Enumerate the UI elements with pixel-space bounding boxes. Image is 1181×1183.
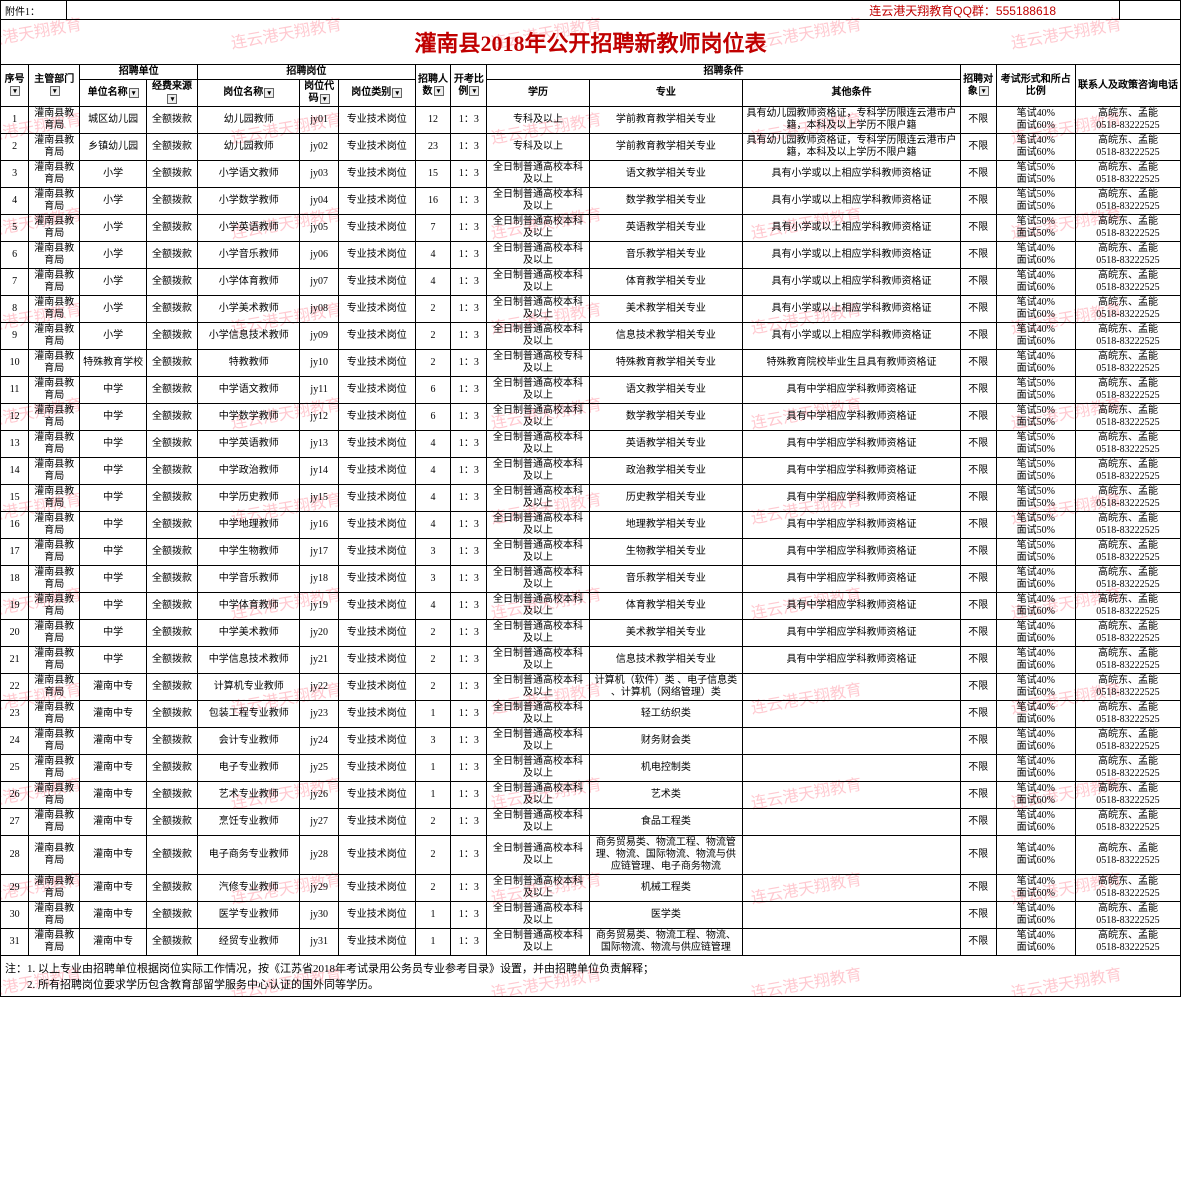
- table-row: 28灌南县教育局灌南中专全额拨款电子商务专业教师jy28专业技术岗位21：3全日…: [1, 836, 1181, 875]
- recruitment-table: 序号▾ 主管部门▾ 招聘单位 招聘岗位 招聘人数▾ 开考比例▾ 招聘条件 招聘对…: [0, 64, 1181, 956]
- attachment-label: 附件1：: [1, 1, 67, 19]
- table-row: 30灌南县教育局灌南中专全额拨款医学专业教师jy30专业技术岗位11：3全日制普…: [1, 902, 1181, 929]
- hdr-unit-group: 招聘单位: [80, 65, 198, 80]
- filter-icon[interactable]: ▾: [434, 86, 444, 96]
- table-row: 15灌南县教育局中学全额拨款中学历史教师jy15专业技术岗位41：3全日制普通高…: [1, 485, 1181, 512]
- table-row: 21灌南县教育局中学全额拨款中学信息技术教师jy21专业技术岗位21：3全日制普…: [1, 647, 1181, 674]
- hdr-edu: 学历: [487, 80, 589, 107]
- table-row: 16灌南县教育局中学全额拨款中学地理教师jy16专业技术岗位41：3全日制普通高…: [1, 512, 1181, 539]
- filter-icon[interactable]: ▾: [129, 88, 139, 98]
- filter-icon[interactable]: ▾: [264, 88, 274, 98]
- footnote: 注：1. 以上专业由招聘单位根据岗位实际工作情况，按《江苏省2018年考试录用公…: [0, 956, 1181, 997]
- table-row: 19灌南县教育局中学全额拨款中学体育教师jy19专业技术岗位41：3全日制普通高…: [1, 593, 1181, 620]
- filter-icon[interactable]: ▾: [979, 86, 989, 96]
- filter-icon[interactable]: ▾: [392, 88, 402, 98]
- filter-icon[interactable]: ▾: [320, 94, 330, 104]
- table-row: 17灌南县教育局中学全额拨款中学生物教师jy17专业技术岗位31：3全日制普通高…: [1, 539, 1181, 566]
- table-row: 1灌南县教育局城区幼儿园全额拨款幼儿园教师jy01专业技术岗位121：3专科及以…: [1, 107, 1181, 134]
- hdr-post-group: 招聘岗位: [198, 65, 416, 80]
- table-row: 25灌南县教育局灌南中专全额拨款电子专业教师jy25专业技术岗位11：3全日制普…: [1, 755, 1181, 782]
- hdr-major: 专业: [589, 80, 743, 107]
- table-row: 2灌南县教育局乡镇幼儿园全额拨款幼儿园教师jy02专业技术岗位231：3专科及以…: [1, 134, 1181, 161]
- table-row: 5灌南县教育局小学全额拨款小学英语教师jy05专业技术岗位71：3全日制普通高校…: [1, 215, 1181, 242]
- hdr-dept: 主管部门: [34, 74, 74, 85]
- table-row: 3灌南县教育局小学全额拨款小学语文教师jy03专业技术岗位151：3全日制普通高…: [1, 161, 1181, 188]
- qq-text: 连云港天翔教育QQ群：555188618: [869, 2, 1056, 19]
- table-row: 9灌南县教育局小学全额拨款小学信息技术教师jy09专业技术岗位21：3全日制普通…: [1, 323, 1181, 350]
- hdr-seq: 序号: [5, 74, 25, 85]
- table-row: 29灌南县教育局灌南中专全额拨款汽修专业教师jy29专业技术岗位21：3全日制普…: [1, 875, 1181, 902]
- hdr-fund: 经费来源: [152, 81, 192, 92]
- hdr-cond-group: 招聘条件: [487, 65, 961, 80]
- table-row: 18灌南县教育局中学全额拨款中学音乐教师jy18专业技术岗位31：3全日制普通高…: [1, 566, 1181, 593]
- table-row: 13灌南县教育局中学全额拨款中学英语教师jy13专业技术岗位41：3全日制普通高…: [1, 431, 1181, 458]
- table-row: 12灌南县教育局中学全额拨款中学数学教师jy12专业技术岗位61：3全日制普通高…: [1, 404, 1181, 431]
- table-row: 14灌南县教育局中学全额拨款中学政治教师jy14专业技术岗位41：3全日制普通高…: [1, 458, 1181, 485]
- top-bar: 附件1： 连云港天翔教育QQ群：555188618: [0, 0, 1181, 19]
- page-title: 灌南县2018年公开招聘新教师岗位表: [0, 19, 1181, 64]
- hdr-post-type: 岗位类别: [351, 87, 391, 98]
- filter-icon[interactable]: ▾: [10, 86, 20, 96]
- table-row: 4灌南县教育局小学全额拨款小学数学教师jy04专业技术岗位161：3全日制普通高…: [1, 188, 1181, 215]
- table-row: 26灌南县教育局灌南中专全额拨款艺术专业教师jy26专业技术岗位11：3全日制普…: [1, 782, 1181, 809]
- table-row: 11灌南县教育局中学全额拨款中学语文教师jy11专业技术岗位61：3全日制普通高…: [1, 377, 1181, 404]
- table-row: 8灌南县教育局小学全额拨款小学美术教师jy08专业技术岗位21：3全日制普通高校…: [1, 296, 1181, 323]
- table-row: 24灌南县教育局灌南中专全额拨款会计专业教师jy24专业技术岗位31：3全日制普…: [1, 728, 1181, 755]
- hdr-unit-name: 单位名称: [88, 87, 128, 98]
- table-row: 22灌南县教育局灌南中专全额拨款计算机专业教师jy22专业技术岗位21：3全日制…: [1, 674, 1181, 701]
- hdr-contact: 联系人及政策咨询电话: [1075, 65, 1180, 107]
- table-row: 7灌南县教育局小学全额拨款小学体育教师jy07专业技术岗位41：3全日制普通高校…: [1, 269, 1181, 296]
- table-row: 23灌南县教育局灌南中专全额拨款包装工程专业教师jy23专业技术岗位11：3全日…: [1, 701, 1181, 728]
- table-row: 27灌南县教育局灌南中专全额拨款烹饪专业教师jy27专业技术岗位21：3全日制普…: [1, 809, 1181, 836]
- filter-icon[interactable]: ▾: [167, 94, 177, 104]
- table-row: 20灌南县教育局中学全额拨款中学美术教师jy20专业技术岗位21：3全日制普通高…: [1, 620, 1181, 647]
- hdr-post-name: 岗位名称: [223, 87, 263, 98]
- hdr-other: 其他条件: [743, 80, 961, 107]
- table-row: 10灌南县教育局特殊教育学校全额拨款特教教师jy10专业技术岗位21：3全日制普…: [1, 350, 1181, 377]
- filter-icon[interactable]: ▾: [469, 86, 479, 96]
- hdr-exam: 考试形式和所占比例: [996, 65, 1075, 107]
- table-row: 6灌南县教育局小学全额拨款小学音乐教师jy06专业技术岗位41：3全日制普通高校…: [1, 242, 1181, 269]
- table-row: 31灌南县教育局灌南中专全额拨款经贸专业教师jy31专业技术岗位11：3全日制普…: [1, 929, 1181, 956]
- filter-icon[interactable]: ▾: [50, 86, 60, 96]
